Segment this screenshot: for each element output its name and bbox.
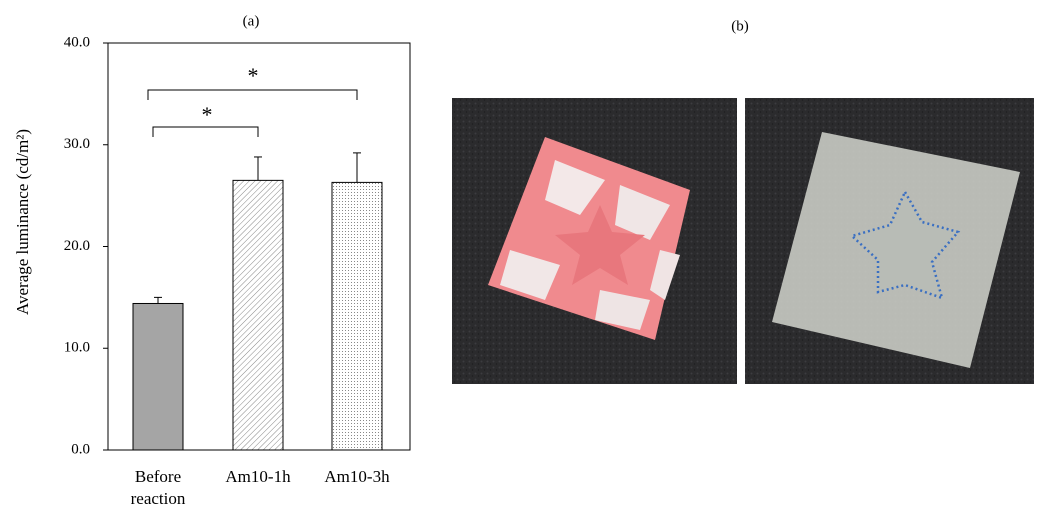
chart: (a) (b) Average luminance (cd/m²) 0.0 10.… xyxy=(0,0,1053,509)
panel-label: (a) xyxy=(243,13,260,29)
photo-before xyxy=(452,98,737,384)
y-tick-label: 10.0 xyxy=(64,340,90,356)
significance-bracket xyxy=(153,127,258,137)
figure: (a) (b) Average luminance (cd/m²) 0.0 10.… xyxy=(0,0,1053,509)
bar xyxy=(133,303,183,450)
x-tick-label: Am10-1h xyxy=(213,466,303,488)
y-tick-label: 20.0 xyxy=(64,238,90,254)
panel-label: (b) xyxy=(731,18,749,34)
significance-marker: * xyxy=(202,102,213,127)
significance-marker: * xyxy=(248,63,259,88)
significance-bracket xyxy=(148,90,357,100)
x-tick-label: Before reaction xyxy=(123,466,193,509)
bar xyxy=(332,182,382,450)
bar xyxy=(233,180,283,450)
y-tick-label: 30.0 xyxy=(64,136,90,152)
y-tick-label: 0.0 xyxy=(71,441,90,457)
x-tick-label: Am10-3h xyxy=(312,466,402,488)
photo-after xyxy=(745,98,1034,384)
y-axis-label: Average luminance (cd/m²) xyxy=(13,129,32,315)
y-tick-label: 40.0 xyxy=(64,34,90,50)
